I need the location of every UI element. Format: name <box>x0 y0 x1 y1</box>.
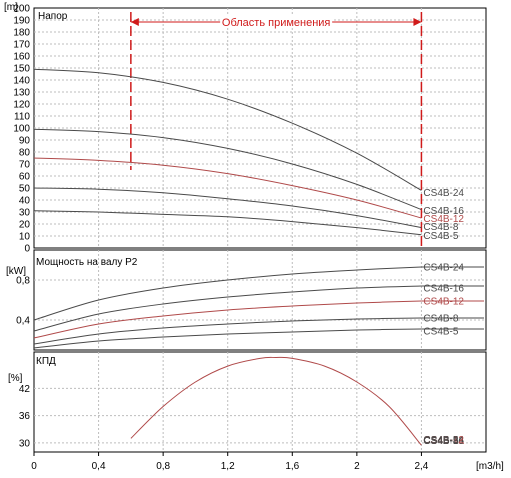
head-curve-cs4b-16 <box>33 128 422 211</box>
head-y-tick-label: 50 <box>19 184 31 195</box>
efficiency-panel-frame <box>33 351 487 453</box>
head-y-tick-label: 20 <box>19 220 31 231</box>
x-unit-label: [m3/h] <box>476 461 504 472</box>
power-y-tick-label: 0,4 <box>16 316 30 327</box>
head-y-ticks: 0102030405060708090100110120130140150160… <box>13 4 30 255</box>
range-label: Область применения <box>222 17 331 29</box>
head-label-cs4b-12: CS4B-12 <box>423 214 464 225</box>
x-tick-label: 2,4 <box>414 461 428 472</box>
head-label-cs4b-5: CS4B-5 <box>423 231 458 242</box>
power-curve-cs4b-16 <box>33 285 422 332</box>
head-y-tick-label: 100 <box>13 124 30 135</box>
head-panel-title: Напор <box>38 11 68 22</box>
efficiency-end-label-cs4b-24: CS4B-24 <box>423 435 464 446</box>
power-panel: 0,40,8 Мощность на валу P2 [kW] CS4B-24C… <box>6 249 487 351</box>
head-label-cs4b-24: CS4B-24 <box>423 188 464 199</box>
power-panel-frame <box>33 249 487 351</box>
head-y-tick-label: 120 <box>13 100 30 111</box>
head-y-tick-label: 170 <box>13 40 30 51</box>
x-tick-label: 1,2 <box>221 461 235 472</box>
head-curve-cs4b-8 <box>33 187 422 229</box>
range-label-background <box>220 14 333 28</box>
efficiency-curve-cs4b-5a <box>130 356 422 446</box>
power-label-cs4b-8: CS4B-8 <box>423 314 458 325</box>
range-arrow-right <box>413 18 422 26</box>
head-y-tick-label: 10 <box>19 232 31 243</box>
head-y-tick-label: 130 <box>13 88 30 99</box>
power-label-cs4b-12: CS4B-12 <box>423 297 464 308</box>
x-tick-label: 0,4 <box>92 461 106 472</box>
head-panel: 0102030405060708090100110120130140150160… <box>4 2 487 255</box>
head-curve-cs4b-24 <box>33 68 422 191</box>
range-arrow-left <box>130 18 139 26</box>
x-tick-label: 0,8 <box>156 461 170 472</box>
head-y-tick-label: 150 <box>13 64 30 75</box>
head-y-tick-label: 70 <box>19 160 31 171</box>
efficiency-end-label-cs4b-5: CS4B-5 <box>423 435 458 446</box>
head-unit-label: [m] <box>4 2 18 13</box>
power-label-cs4b-5: CS4B-5 <box>423 327 458 338</box>
power-curve-cs4b-5 <box>33 328 422 349</box>
head-y-tick-label: 190 <box>13 16 30 27</box>
power-label-cs4b-16: CS4B-16 <box>423 284 464 295</box>
power-curves <box>33 266 484 349</box>
x-tick-label: 1,6 <box>285 461 299 472</box>
range-marker: Область применения <box>130 12 423 248</box>
head-y-tick-label: 180 <box>13 28 30 39</box>
power-series-labels: CS4B-24 CS4B-16 CS4B-12 CS4B-8 CS4B-5 <box>423 263 464 338</box>
efficiency-grid <box>34 352 486 452</box>
power-panel-title: Мощность на валу P2 <box>36 257 138 268</box>
head-y-tick-label: 0 <box>24 244 30 255</box>
head-label-cs4b-8: CS4B-8 <box>423 222 458 233</box>
power-y-ticks: 0,4 0,8 <box>16 276 30 327</box>
power-unit-label: [kW] <box>6 266 26 277</box>
head-y-tick-label: 40 <box>19 196 31 207</box>
x-axis-ticks: 0 0,4 0,8 1,2 1,6 2 2,4 <box>31 452 429 472</box>
head-y-tick-label: 60 <box>19 172 31 183</box>
x-tick-label: 0 <box>31 461 37 472</box>
head-label-cs4b-16: CS4B-16 <box>423 206 464 217</box>
efficiency-panel-title: КПД <box>36 356 56 367</box>
head-curve-cs4b-5 <box>33 210 422 236</box>
efficiency-unit-label: [%] <box>8 373 23 384</box>
efficiency-end-label-cs4b-16: CS4B-16 <box>423 436 464 447</box>
x-tick-label: 2 <box>354 461 360 472</box>
head-curves <box>33 68 422 236</box>
efficiency-label-cs4b-5a: CS4B-5a <box>423 436 464 447</box>
head-y-tick-label: 160 <box>13 52 30 63</box>
power-curve-cs4b-12 <box>33 300 422 339</box>
efficiency-y-ticks: 30 36 42 <box>19 384 31 450</box>
efficiency-end-label-cs4b-12: CS4B-12 <box>423 435 464 446</box>
efficiency-curves <box>130 356 422 446</box>
head-y-tick-label: 200 <box>13 4 30 15</box>
efficiency-end-label-cs4b-8: CS4B-8 <box>423 436 458 447</box>
efficiency-y-tick-label: 42 <box>19 384 31 395</box>
efficiency-y-tick-label: 30 <box>19 438 31 449</box>
power-curve-cs4b-24 <box>33 266 422 321</box>
head-y-tick-label: 30 <box>19 208 31 219</box>
head-y-tick-label: 90 <box>19 136 31 147</box>
power-label-cs4b-24: CS4B-24 <box>423 263 464 274</box>
power-curve-cs4b-8 <box>33 317 422 345</box>
head-y-tick-label: 140 <box>13 76 30 87</box>
head-curve-cs4b-12 <box>33 157 422 219</box>
head-grid <box>34 8 486 248</box>
power-y-tick-label: 0,8 <box>16 276 30 287</box>
efficiency-panel: 30 36 42 КПД [%] CS4B-5aCS4B-24CS4B-16CS4B… <box>8 351 487 453</box>
head-y-tick-label: 80 <box>19 148 31 159</box>
efficiency-y-tick-label: 36 <box>19 411 31 422</box>
head-y-tick-label: 110 <box>14 112 30 123</box>
